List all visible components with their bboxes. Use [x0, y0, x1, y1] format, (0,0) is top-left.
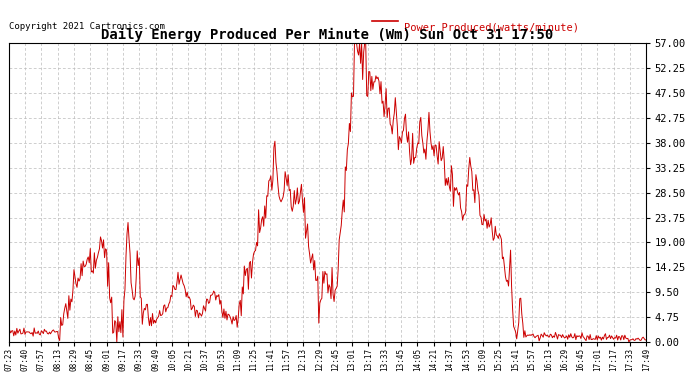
- Text: Power Produced(watts/minute): Power Produced(watts/minute): [404, 22, 579, 32]
- Text: Copyright 2021 Cartronics.com: Copyright 2021 Cartronics.com: [9, 22, 164, 31]
- Title: Daily Energy Produced Per Minute (Wm) Sun Oct 31 17:50: Daily Energy Produced Per Minute (Wm) Su…: [101, 28, 553, 42]
